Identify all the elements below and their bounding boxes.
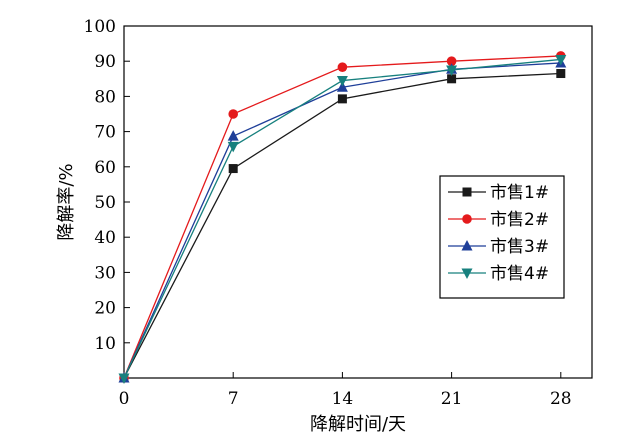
legend-label-4: 市售4# [490,264,549,284]
y-tick-label-80: 80 [94,87,116,107]
series-1-point-7 [228,164,238,174]
series-4-point-0 [118,373,130,384]
series-2-point-7 [228,109,238,119]
series-4-point-7 [227,141,239,153]
series-layer [118,51,567,384]
x-axis-title: 降解时间/天 [310,414,406,435]
legend-marker-1 [462,187,472,197]
series-2-point-21 [446,56,457,66]
series-1-point-21 [447,74,457,84]
legend-item-1: 市售1# [448,183,549,203]
series-1-point-28 [556,69,566,79]
x-tick-label-7: 7 [228,389,239,409]
y-tick-label-70: 70 [94,123,116,143]
series-4-point-28 [555,54,567,66]
y-tick-label-10: 10 [94,334,116,354]
x-tick-label-28: 28 [550,389,572,409]
x-tick-label-14: 14 [332,389,354,409]
series-4-point-21 [446,65,458,76]
legend-item-4: 市售4# [448,264,549,284]
y-tick-label-90: 90 [94,52,116,72]
legend-marker-4 [461,268,473,279]
legend-label-2: 市售2# [490,210,549,230]
y-tick-label-30: 30 [94,263,116,283]
series-4-point-14 [336,76,348,87]
legend-box [439,175,565,299]
legend-item-3: 市售3# [448,237,549,257]
y-tick-label-20: 20 [94,299,116,319]
legend-marker-3 [461,240,473,251]
series-3-point-7 [227,130,239,141]
y-axis-title: 降解率/% [56,163,77,240]
y-tick-label-100: 100 [84,17,116,37]
legend-label-1: 市售1# [490,183,549,203]
x-tick-label-0: 0 [119,389,130,409]
plot-area: 10 20 30 40 50 60 70 80 90 100 0 7 14 21 28 [84,17,593,409]
legend: 市售1# 市售2# 市售3# 市售4# [439,175,565,299]
series-1-point-14 [337,94,347,104]
legend-label-3: 市售3# [490,237,549,257]
legend-item-2: 市售2# [448,210,549,230]
legend-marker-2 [462,214,472,224]
series-4 [118,54,567,384]
y-tick-label-50: 50 [94,193,116,213]
y-tick-label-60: 60 [94,158,116,178]
axis-ticks: 10 20 30 40 50 60 70 80 90 100 0 7 14 21 28 [84,17,572,409]
series-2-point-14 [337,62,348,72]
y-tick-label-40: 40 [94,228,116,248]
x-tick-label-21: 21 [441,389,463,409]
